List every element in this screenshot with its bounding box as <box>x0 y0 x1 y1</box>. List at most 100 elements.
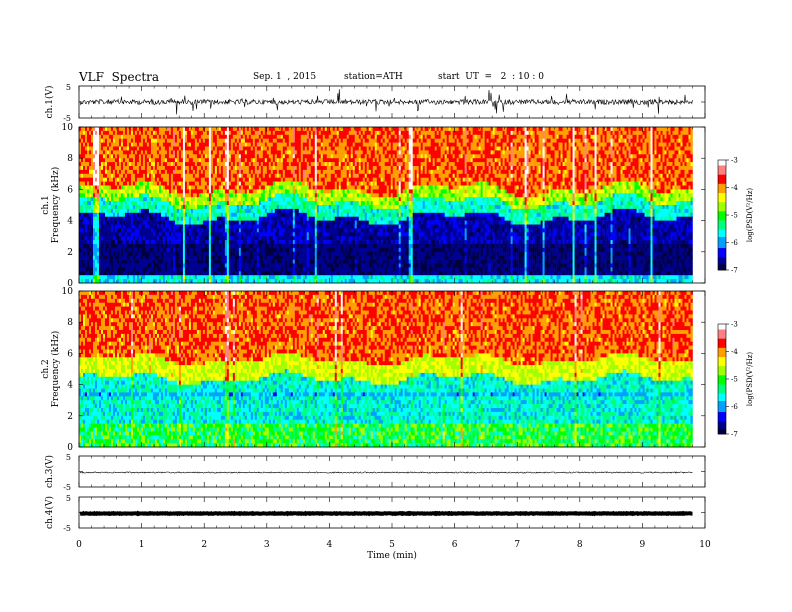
colorbar-segment <box>718 404 726 407</box>
colorbar-segment <box>718 364 726 367</box>
colorbar-segment <box>718 366 726 369</box>
colorbar-segment <box>718 347 726 351</box>
colorbar-segment <box>718 390 726 393</box>
colorbar-segment <box>718 183 726 187</box>
colorbar-segment <box>718 207 726 210</box>
colorbar-segment <box>718 246 726 249</box>
colorbar-segment <box>718 415 726 418</box>
colorbar-tick-label: -3 <box>731 157 738 165</box>
colorbar-segment <box>718 178 726 181</box>
colorbar-tick-label: -7 <box>731 431 738 439</box>
y-tick-label: 6 <box>67 185 73 195</box>
colorbar-segment <box>718 362 726 365</box>
colorbar-segment <box>718 193 726 196</box>
colorbar-segment <box>718 226 726 229</box>
colorbar-segment <box>718 329 726 332</box>
colorbar-segment <box>718 368 726 371</box>
colorbar-tick-label: -7 <box>731 267 738 275</box>
colorbar-segment <box>718 351 726 354</box>
colorbar-segment <box>718 408 726 411</box>
y-tick-label: 0 <box>67 279 73 289</box>
y-tick-label: 5 <box>66 453 71 462</box>
colorbar-segment <box>718 237 726 240</box>
colorbar-segment <box>718 412 726 415</box>
colorbar-segment <box>718 189 726 192</box>
colorbar-segment <box>718 421 726 424</box>
colorbar-segment <box>718 397 726 400</box>
colorbar-segment <box>718 333 726 336</box>
y-axis-label: ch.3(V) <box>44 455 55 488</box>
colorbar-segment <box>718 182 726 185</box>
colorbar-segment <box>718 231 726 234</box>
y-axis-label: ch.1 <box>41 195 51 214</box>
colorbar-segment <box>718 369 726 373</box>
y-tick-label: 2 <box>67 412 73 422</box>
colorbar-segment <box>718 266 726 269</box>
x-tick-label: 0 <box>76 540 82 550</box>
colorbar-segment <box>718 235 726 238</box>
colorbar-segment <box>718 253 726 256</box>
colorbar-tick-label: -6 <box>731 239 738 247</box>
colorbar-tick-label: -3 <box>731 321 738 329</box>
colorbar-tick-label: -6 <box>731 403 738 411</box>
colorbar-segment <box>718 259 726 262</box>
y-axis-label: Frequency (kHz) <box>50 331 61 408</box>
x-tick-label: 1 <box>139 540 145 550</box>
colorbar-segment <box>718 233 726 236</box>
colorbar-segment <box>718 331 726 334</box>
x-tick-label: 4 <box>327 540 333 550</box>
colorbar-segment <box>718 167 726 170</box>
colorbar-segment <box>718 357 726 360</box>
colorbar-segment <box>718 340 726 343</box>
y-tick-label: 5 <box>66 494 71 503</box>
colorbar-segment <box>718 391 726 395</box>
colorbar-segment <box>718 264 726 267</box>
colorbar-segment <box>718 417 726 420</box>
colorbar-segment <box>718 423 726 426</box>
colorbar-segment <box>718 220 726 223</box>
colorbar-segment <box>718 227 726 231</box>
colorbar-segment <box>718 209 726 212</box>
y-tick-label: -5 <box>63 524 71 533</box>
colorbar-segment <box>718 257 726 260</box>
colorbar-segment <box>718 202 726 205</box>
colorbar-segment <box>718 384 726 387</box>
y-tick-label: -5 <box>63 114 71 123</box>
y-tick-label: 8 <box>67 154 73 164</box>
x-tick-label: 5 <box>389 540 395 550</box>
colorbar-label: log(PSD(V²/Hz) <box>746 188 754 243</box>
colorbar-segment <box>718 163 726 166</box>
colorbar-segment <box>718 358 726 362</box>
colorbar-segment <box>718 344 726 347</box>
y-tick-label: 4 <box>67 217 73 227</box>
colorbar-segment <box>718 268 726 271</box>
colorbar-segment <box>718 375 726 378</box>
x-tick-label: 10 <box>699 540 711 550</box>
colorbar-segment <box>718 324 726 327</box>
colorbar-segment <box>718 413 726 417</box>
colorbar-segment <box>718 379 726 382</box>
colorbar-segment <box>718 336 726 340</box>
colorbar-segment <box>718 353 726 356</box>
colorbar-segment <box>718 169 726 172</box>
colorbar-segment <box>718 174 726 177</box>
colorbar-segment <box>718 386 726 389</box>
colorbar-segment <box>718 380 726 384</box>
x-tick-label: 2 <box>201 540 207 550</box>
colorbar-segment <box>718 180 726 183</box>
colorbar-label: log(PSD(V²/Hz) <box>746 352 754 407</box>
colorbar-tick-label: -4 <box>731 348 738 356</box>
colorbar-segment <box>718 338 726 341</box>
colorbar-segment <box>718 215 726 218</box>
colorbar-segment <box>718 395 726 398</box>
colorbar-segment <box>718 248 726 251</box>
y-tick-label: 6 <box>67 349 73 359</box>
ch3-waveform-line <box>79 471 693 474</box>
colorbar-segment <box>718 432 726 435</box>
colorbar-segment <box>718 360 726 363</box>
colorbar-segment <box>718 205 726 209</box>
colorbar-segment <box>718 242 726 245</box>
colorbar-segment <box>718 200 726 203</box>
colorbar-segment <box>718 204 726 207</box>
